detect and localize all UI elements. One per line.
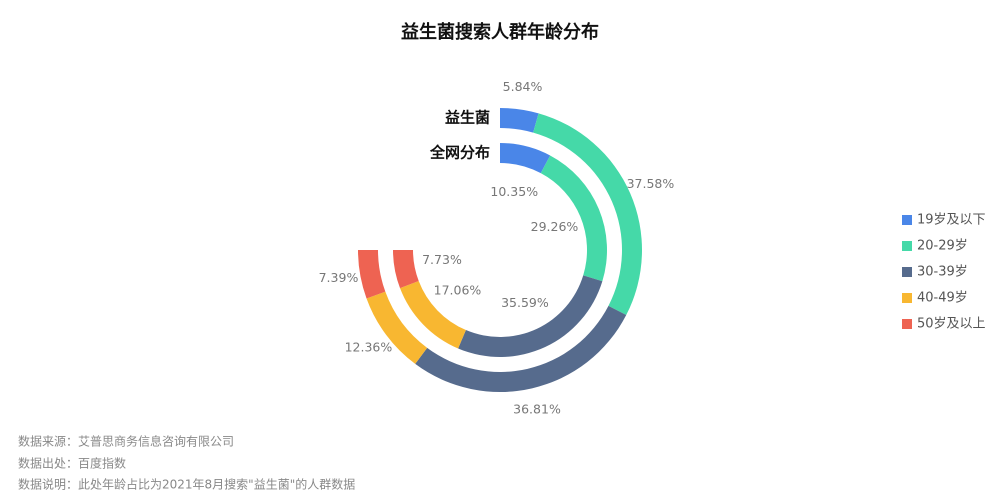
value-label: 12.36% [345, 339, 393, 354]
note: 数据说明：此处年龄占比为2021年8月搜索"益生菌"的人群数据 [18, 477, 355, 492]
legend-swatch [902, 319, 912, 329]
legend-swatch [902, 293, 912, 303]
ring-segment [415, 305, 627, 392]
legend-label: 40-49岁 [917, 291, 968, 306]
value-label: 37.58% [627, 176, 675, 191]
ring-segment [366, 291, 428, 364]
series-name: 全网分布 [429, 144, 490, 162]
ring-segment [458, 275, 603, 357]
series-name: 益生菌 [445, 109, 490, 127]
note: 数据出处：百度指数 [18, 456, 126, 471]
legend-label: 50岁及以上 [917, 317, 986, 332]
note: 数据来源：艾普思商务信息咨询有限公司 [18, 434, 234, 449]
value-label: 7.73% [422, 252, 462, 267]
value-label: 5.84% [503, 79, 543, 94]
chart-title: 益生菌搜索人群年龄分布 [401, 21, 599, 43]
value-label: 17.06% [434, 282, 482, 297]
ring-segment [393, 250, 419, 289]
value-label: 10.35% [490, 184, 538, 199]
legend-label: 20-29岁 [917, 239, 968, 254]
ring-segment [500, 108, 539, 133]
legend-swatch [902, 241, 912, 251]
legend-label: 30-39岁 [917, 265, 968, 280]
ring-segment [533, 113, 642, 316]
ring-segment [358, 250, 386, 299]
value-label: 29.26% [531, 219, 579, 234]
ring-segment [500, 143, 551, 174]
ring-segment [540, 155, 607, 282]
value-label: 36.81% [513, 401, 561, 416]
legend-swatch [902, 215, 912, 225]
legend-label: 19岁及以下 [917, 213, 986, 228]
legend-swatch [902, 267, 912, 277]
ring-segment [400, 280, 466, 349]
value-label: 35.59% [501, 295, 549, 310]
value-label: 7.39% [319, 270, 359, 285]
